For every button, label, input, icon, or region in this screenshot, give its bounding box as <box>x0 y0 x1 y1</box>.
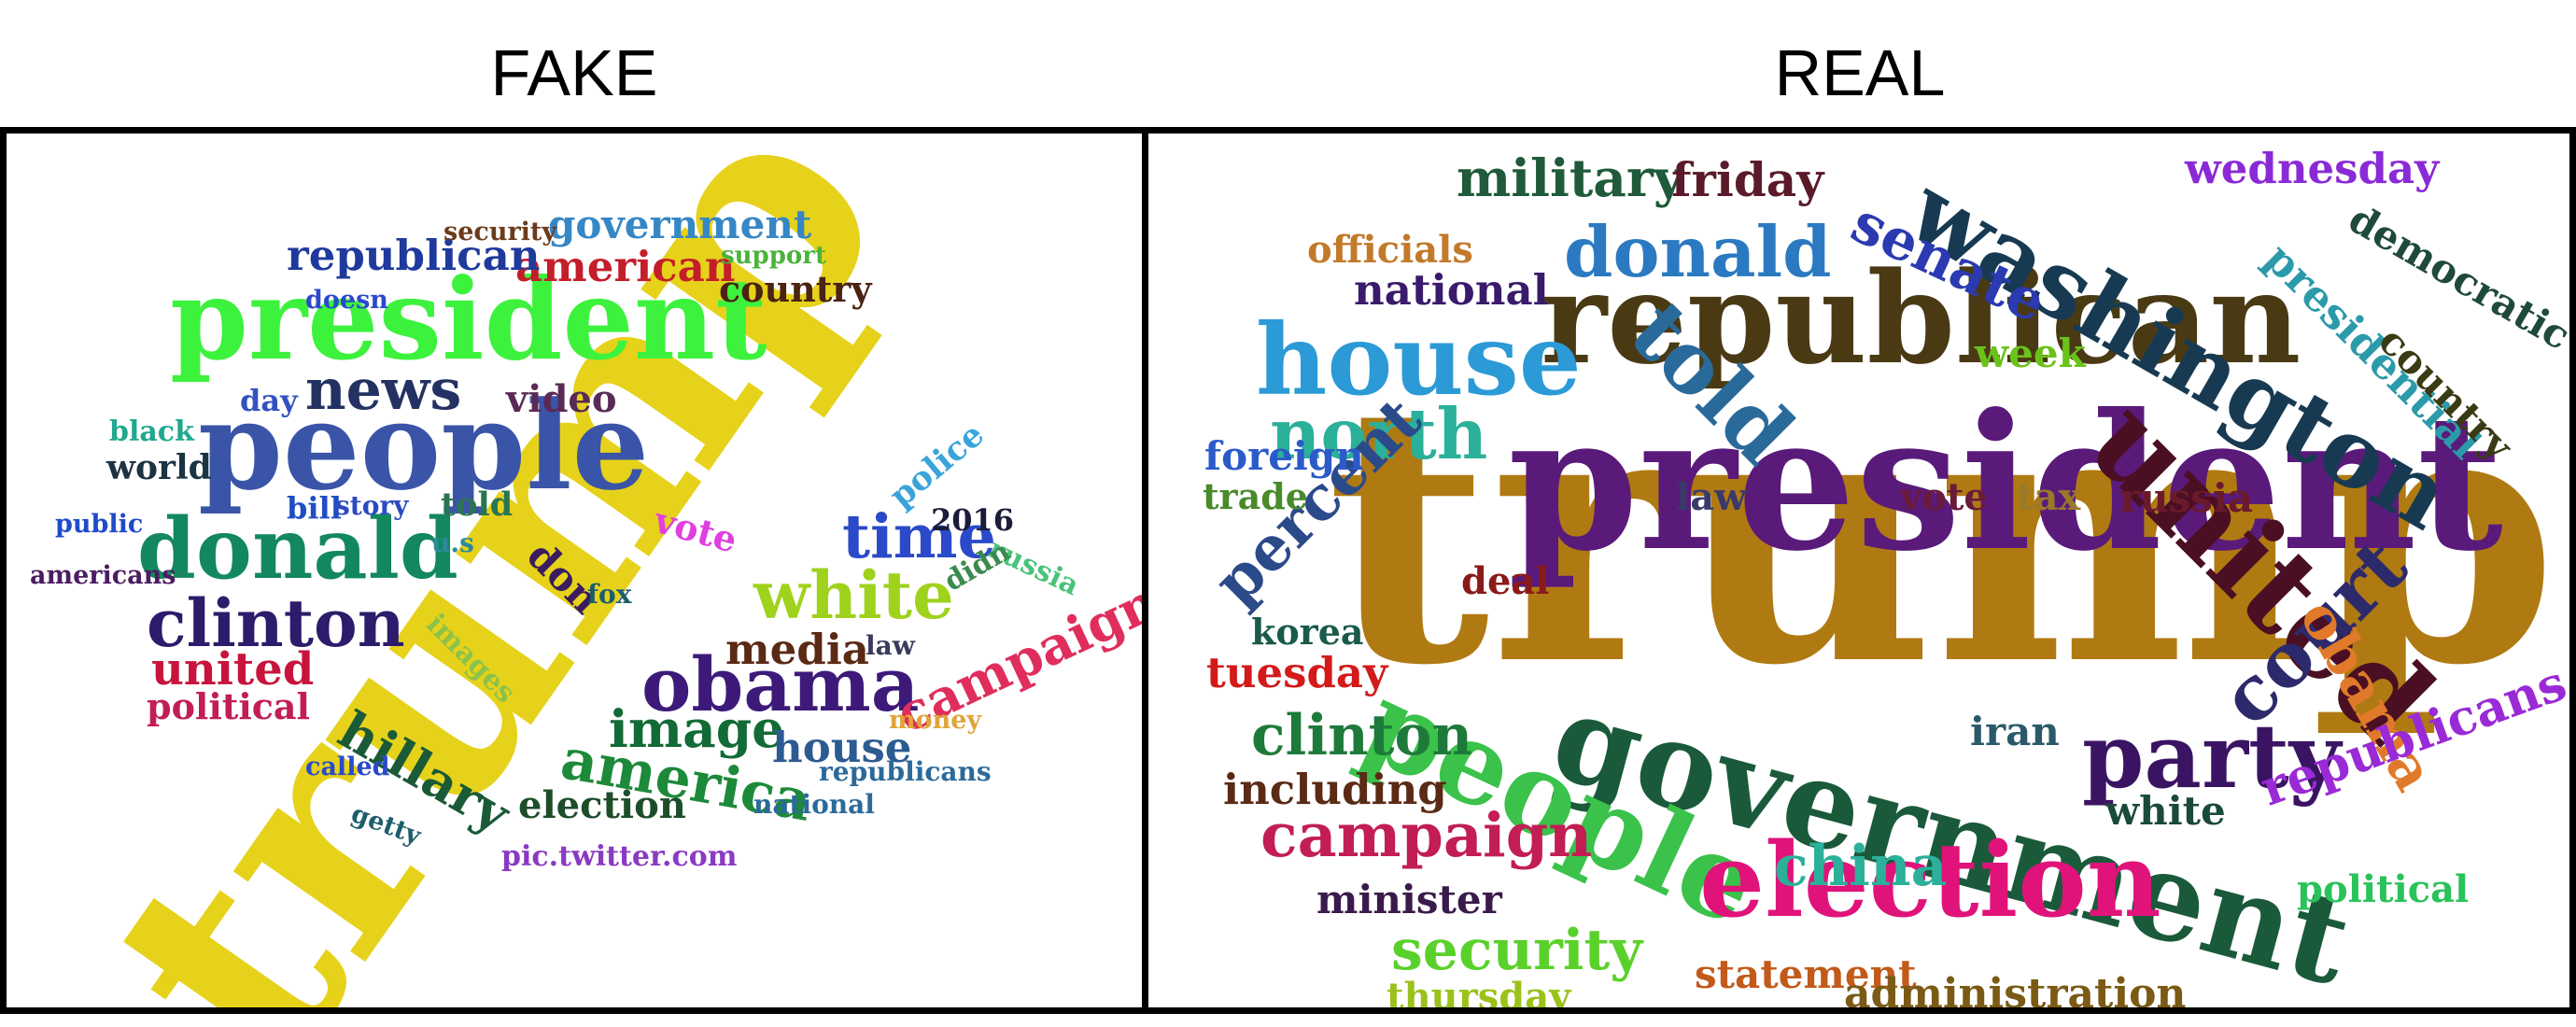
word-administration: administration <box>1844 970 2187 1014</box>
word-political: political <box>147 685 310 727</box>
word-friday: friday <box>1671 152 1824 207</box>
word-party: party <box>2082 705 2342 809</box>
word-country: country <box>719 268 872 310</box>
word-national: national <box>1354 265 1549 315</box>
word-video: video <box>506 377 617 421</box>
word-day: day <box>240 383 298 418</box>
word-law: law <box>866 630 915 661</box>
word-u-s: u.s <box>431 528 474 558</box>
word-president: president <box>1508 373 2503 593</box>
word-americans: americans <box>30 561 176 590</box>
word-national: national <box>753 789 875 820</box>
word-news: news <box>305 358 462 423</box>
word-officials: officials <box>1307 228 1473 272</box>
real-wordcloud-panel: trump president republican government people… <box>1142 127 2576 1014</box>
word-vote: vote <box>1900 475 1988 519</box>
word-clinton: clinton <box>1251 703 1473 768</box>
word-deal: deal <box>1461 559 1550 603</box>
word-security: security <box>1391 918 1643 983</box>
word-foreign: foreign <box>1204 433 1364 479</box>
word-wednesday: wednesday <box>2185 144 2440 193</box>
word-political: political <box>2297 867 2470 911</box>
word-government: government <box>548 202 812 247</box>
word-image: image <box>609 698 785 759</box>
word-public: public <box>55 510 144 539</box>
word-statement: statement <box>1695 951 1917 997</box>
word-house: house <box>772 723 912 772</box>
word-donald: donald <box>1564 211 1832 293</box>
word-china: china <box>1774 834 1948 899</box>
word-called: called <box>305 753 390 781</box>
word-tuesday: tuesday <box>1206 648 1388 697</box>
word-pic-twitter-com: pic.twitter.com <box>501 840 738 873</box>
word-trump: trump <box>1326 326 2558 743</box>
word-trade: trade <box>1203 475 1308 517</box>
word-week: week <box>1975 331 2086 376</box>
word-thursday: thursday <box>1387 975 1571 1014</box>
word-iran: iran <box>1970 709 2060 754</box>
word-white: white <box>2105 788 2226 834</box>
fake-heading: FAKE <box>490 36 658 109</box>
fake-wordcloud-panel: trump people president donald clinton obama wh… <box>0 127 1148 1014</box>
word-house: house <box>1256 302 1582 417</box>
word-support: support <box>721 242 826 270</box>
word-white: white <box>753 556 954 634</box>
word-told: told <box>441 485 514 524</box>
word-bill: bill <box>287 490 342 526</box>
word-campaign: campaign <box>1260 800 1593 871</box>
real-wordcloud: trump president republican government people… <box>1148 134 2569 1007</box>
word-president: president <box>170 254 767 386</box>
word-united: united <box>151 643 315 696</box>
word-military: military <box>1457 148 1683 208</box>
word-election: election <box>1699 820 2161 940</box>
word-donald: donald <box>137 499 458 598</box>
word-police: police <box>882 415 992 516</box>
word-republicans: republicans <box>819 756 992 787</box>
word-story: story <box>335 490 409 521</box>
word-money: money <box>889 706 982 735</box>
word-doesn: doesn <box>305 286 388 315</box>
fake-wordcloud: trump people president donald clinton obama wh… <box>7 134 1142 1007</box>
word-including: including <box>1223 765 1447 814</box>
word-american: american <box>515 242 736 291</box>
word-election: election <box>518 783 686 827</box>
word-security: security <box>443 218 557 246</box>
word-republican: republican <box>1541 244 2302 392</box>
word-russia: russia <box>2119 475 2254 521</box>
word-people: people <box>198 374 650 517</box>
word-tax: tax <box>2017 475 2081 519</box>
word-2016: 2016 <box>931 502 1015 538</box>
word-black: black <box>109 415 194 448</box>
word-korea: korea <box>1251 611 1364 653</box>
word-fox: fox <box>587 579 632 610</box>
word-media: media <box>725 625 869 674</box>
word-north: north <box>1270 393 1488 475</box>
word-world: world <box>106 448 212 487</box>
word-time: time <box>842 501 996 572</box>
word-law: law <box>1676 475 1747 519</box>
word-republican: republican <box>287 231 541 280</box>
word-obama: obama <box>641 640 920 728</box>
word-clinton: clinton <box>147 584 405 662</box>
real-heading: REAL <box>1774 36 1946 109</box>
word-minister: minister <box>1316 877 1502 922</box>
